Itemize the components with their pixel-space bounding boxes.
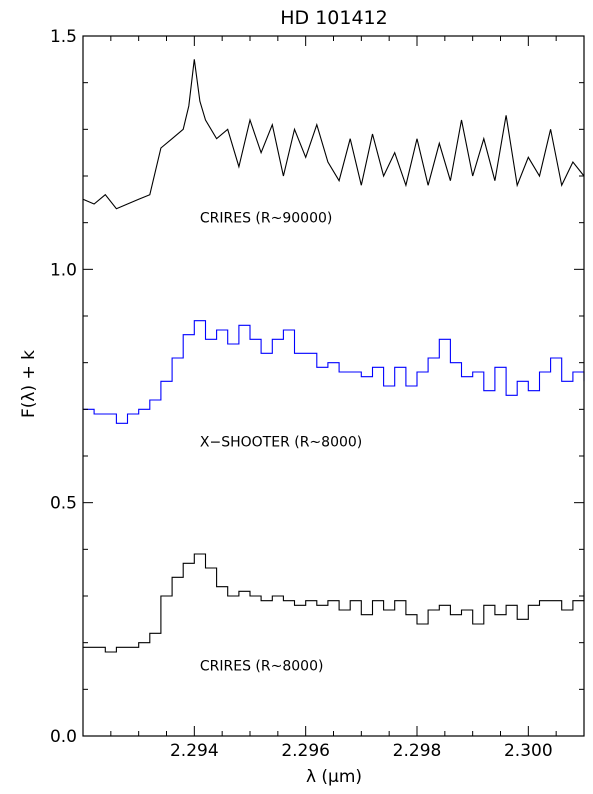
y-tick-label: 0.5	[50, 494, 77, 514]
y-tick-label: 1.0	[50, 260, 77, 280]
x-tick-label: 2.300	[504, 741, 553, 761]
series-annotation: X−SHOOTER (R~8000)	[200, 435, 362, 451]
chart-title: HD 101412	[280, 7, 388, 29]
x-tick-label: 2.296	[281, 741, 330, 761]
x-tick-label: 2.294	[170, 741, 219, 761]
y-axis-label: F(λ) + k	[19, 350, 39, 418]
x-tick-label: 2.298	[393, 741, 442, 761]
series-line-2	[83, 320, 585, 424]
x-axis-label: λ (μm)	[306, 767, 362, 787]
series-annotation: CRIRES (R~8000)	[200, 659, 324, 675]
series-line-3	[83, 553, 585, 653]
plot-frame	[82, 35, 585, 737]
series-layer	[82, 59, 585, 653]
y-tick-label: 1.5	[50, 27, 77, 47]
y-tick-label: 0.0	[50, 727, 77, 747]
annotation-layer: CRIRES (R~90000) X−SHOOTER (R~8000) CRIRES…	[200, 211, 362, 675]
tick-layer: 2.294 2.296 2.298 2.300 0.0 0.5 1.0 1.5	[50, 27, 585, 761]
series-annotation: CRIRES (R~90000)	[200, 211, 332, 227]
series-line-1	[82, 59, 585, 210]
